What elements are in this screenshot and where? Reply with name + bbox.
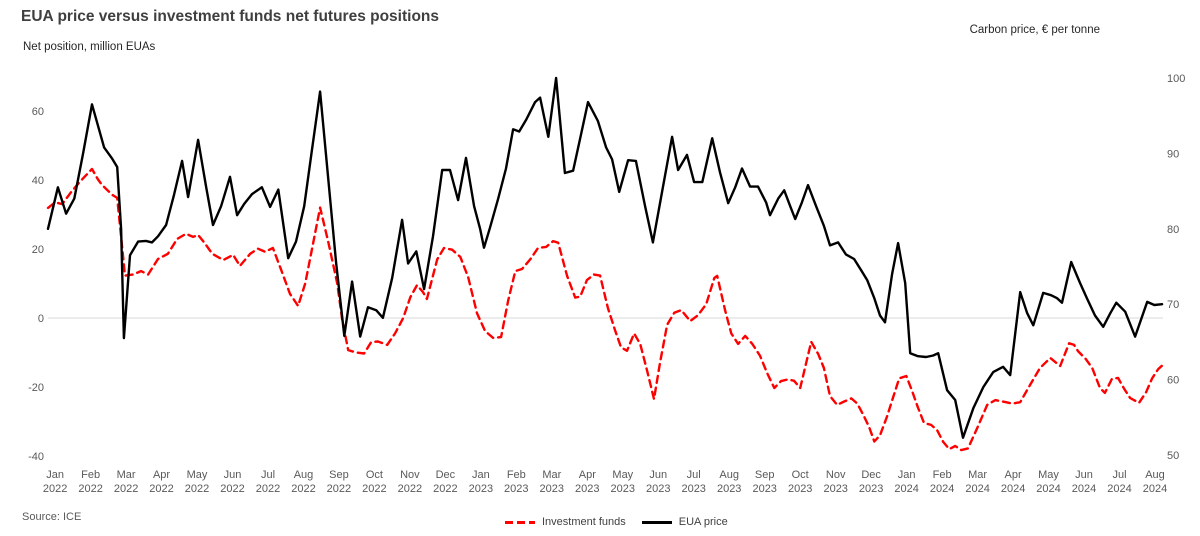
x-axis-tick-month: Feb [933,469,952,481]
x-axis-tick-month: Nov [826,469,846,481]
x-axis-tick-year: 2022 [327,483,351,495]
x-axis-tick-year: 2023 [859,483,883,495]
x-axis-tick-year: 2024 [1107,483,1131,495]
x-axis-tick-month: Mar [542,469,561,481]
right-axis-tick: 80 [1167,224,1179,236]
x-axis-tick-year: 2022 [185,483,209,495]
x-axis-tick-month: Jun [224,469,242,481]
legend-label-eua-price: EUA price [678,516,728,528]
x-axis-tick-year: 2023 [575,483,599,495]
x-axis-tick-month: Jan [898,469,916,481]
x-axis-tick-year: 2024 [894,483,918,495]
x-axis-tick-year: 2024 [930,483,954,495]
legend-label-investment-funds: Investment funds [542,516,626,528]
x-axis-tick-year: 2024 [1001,483,1025,495]
right-axis-tick: 70 [1167,299,1179,311]
x-axis-tick-year: 2023 [681,483,705,495]
x-axis-tick-year: 2022 [291,483,315,495]
x-axis-tick-month: Sep [329,469,349,481]
legend: Investment funds EUA price [505,516,728,528]
x-axis-tick-month: Dec [436,469,456,481]
x-axis-tick-month: Oct [792,469,809,481]
x-axis-tick-year: 2023 [646,483,670,495]
x-axis-tick-month: Dec [861,469,881,481]
x-axis-tick-year: 2023 [611,483,635,495]
investment-funds-line [46,167,1164,452]
x-axis-tick-year: 2023 [717,483,741,495]
x-axis-tick-month: Jul [261,469,275,481]
x-axis-tick-year: 2022 [256,483,280,495]
left-axis-tick: 20 [32,244,44,256]
x-axis-tick-year: 2024 [1143,483,1167,495]
x-axis-tick-year: 2022 [362,483,386,495]
left-axis-tick: 60 [32,106,44,118]
x-axis-tick-month: Jan [46,469,64,481]
x-axis-tick-year: 2022 [78,483,102,495]
x-axis-tick-year: 2022 [114,483,138,495]
x-axis-tick-month: Apr [579,469,596,481]
legend-item-investment-funds: Investment funds [505,516,626,528]
x-axis-tick-year: 2023 [540,483,564,495]
x-axis-tick-year: 2022 [433,483,457,495]
x-axis-tick-month: Aug [294,469,314,481]
left-axis-tick: -20 [28,382,44,394]
left-axis-tick: 40 [32,175,44,187]
x-axis-tick-month: Jul [687,469,701,481]
x-axis-tick-year: 2022 [220,483,244,495]
x-axis-tick-month: Mar [968,469,987,481]
x-axis-tick-month: Feb [507,469,526,481]
right-axis-title: Carbon price, € per tonne [969,24,1100,36]
chart-title: EUA price versus investment funds net fu… [21,8,440,25]
x-axis-tick-month: Jun [649,469,667,481]
right-axis-tick: 60 [1167,375,1179,387]
left-axis-tick: 0 [38,313,44,325]
right-axis-tick: 90 [1167,148,1179,160]
x-axis-tick-year: 2023 [752,483,776,495]
x-axis-tick-year: 2023 [788,483,812,495]
x-axis-tick-year: 2022 [43,483,67,495]
x-axis-tick-year: 2024 [1072,483,1096,495]
x-axis-tick-month: Apr [153,469,170,481]
x-axis-tick-month: Jul [1112,469,1126,481]
source-note: Source: ICE [22,511,82,523]
x-axis-tick-year: 2023 [469,483,493,495]
legend-item-eua-price: EUA price [641,516,728,528]
x-axis-tick-month: May [612,469,633,481]
x-axis-tick-month: May [1038,469,1059,481]
x-axis-tick-month: Aug [719,469,739,481]
right-axis-tick: 100 [1167,73,1185,85]
left-axis-tick: -40 [28,451,44,463]
x-axis-tick-month: Apr [1005,469,1022,481]
x-axis-tick-month: Oct [366,469,383,481]
x-axis-tick-month: Nov [400,469,420,481]
eua-price-line [46,76,1164,439]
eua-price-line-sample [641,520,672,524]
x-axis-tick-year: 2024 [965,483,989,495]
left-axis-title: Net position, million EUAs [23,41,156,53]
x-axis-tick-year: 2023 [504,483,528,495]
investment-funds-line-sample [505,520,535,524]
x-axis-tick-year: 2022 [398,483,422,495]
right-axis-tick: 50 [1167,450,1179,462]
x-axis-tick-month: Mar [117,469,136,481]
x-axis-tick-year: 2023 [823,483,847,495]
x-axis-tick-month: Feb [81,469,100,481]
x-axis-tick-month: May [187,469,208,481]
x-axis-tick-year: 2022 [149,483,173,495]
x-axis-tick-month: Sep [755,469,775,481]
x-axis-tick-month: Jan [472,469,490,481]
x-axis-tick-year: 2024 [1036,483,1060,495]
x-axis-tick-month: Jun [1075,469,1093,481]
x-axis-tick-month: Aug [1145,469,1165,481]
